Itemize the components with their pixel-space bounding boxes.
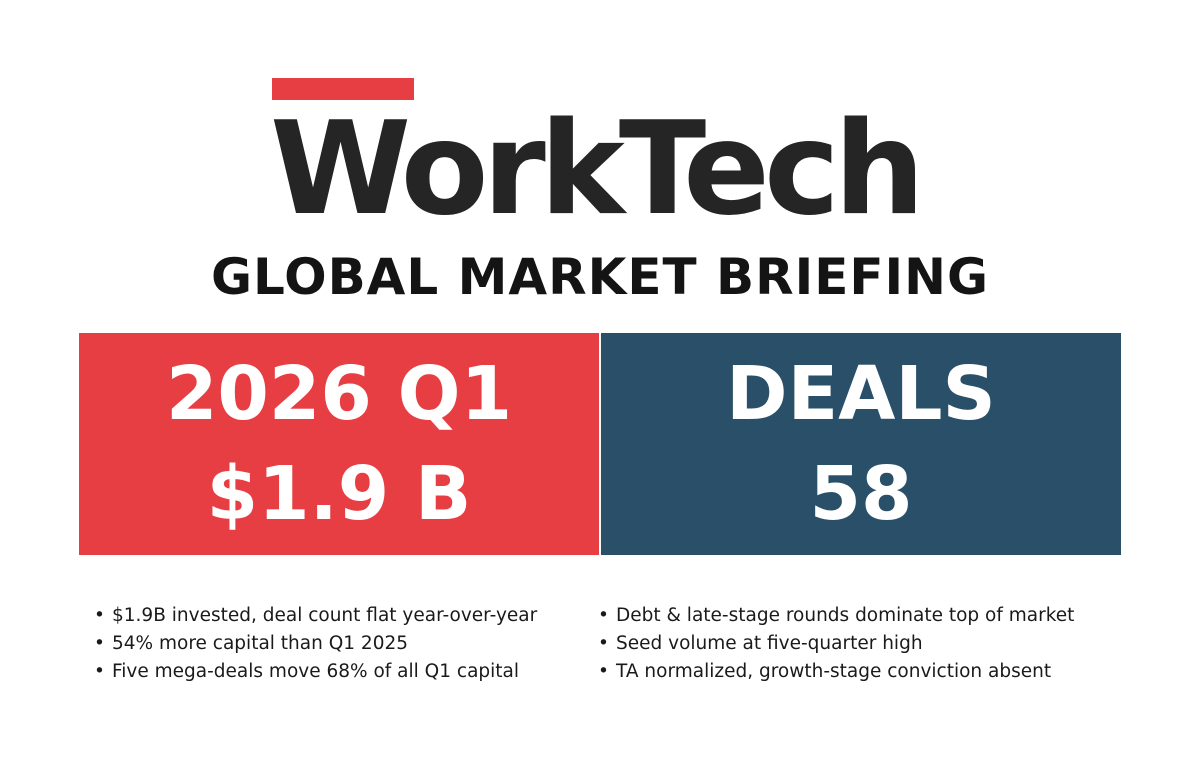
list-item-text: Debt & late-stage rounds dominate top of…	[616, 605, 1075, 626]
list-item: • $1.9B invested, deal count flat year-ov…	[90, 602, 590, 630]
bullet-icon: •	[94, 633, 105, 654]
list-item: • Five mega-deals move 68% of all Q1 capi…	[90, 658, 590, 686]
list-item-text: Five mega-deals move 68% of all Q1 capit…	[112, 661, 520, 682]
deals-count: 58	[809, 451, 913, 537]
bullet-icon: •	[598, 661, 609, 682]
page-subtitle: GLOBAL MARKET BRIEFING	[210, 248, 990, 306]
list-item-text: Seed volume at five-quarter high	[616, 633, 923, 654]
bullet-icon: •	[598, 633, 609, 654]
list-item: • 54% more capital than Q1 2025	[90, 630, 590, 658]
bullet-icon: •	[598, 605, 609, 626]
bullet-icon: •	[94, 661, 105, 682]
brand-logo-text: WorkTech	[270, 95, 925, 244]
period-amount-panel: 2026 Q1 $1.9 B	[79, 333, 599, 555]
list-item: • TA normalized, growth-stage conviction …	[594, 658, 1154, 686]
list-item: • Debt & late-stage rounds dominate top o…	[594, 602, 1154, 630]
list-item: • Seed volume at five-quarter high	[594, 630, 1154, 658]
amount-value: $1.9 B	[206, 451, 472, 537]
list-item-text: TA normalized, growth-stage conviction a…	[616, 661, 1052, 682]
list-item-text: 54% more capital than Q1 2025	[112, 633, 409, 654]
list-item-text: $1.9B invested, deal count flat year-ove…	[112, 605, 538, 626]
period-label: 2026 Q1	[165, 351, 513, 437]
brand-accent-bar	[272, 78, 414, 100]
bullet-icon: •	[94, 605, 105, 626]
highlights-list-right: • Debt & late-stage rounds dominate top o…	[594, 602, 1154, 686]
highlights-list-left: • $1.9B invested, deal count flat year-ov…	[90, 602, 590, 686]
deals-panel: DEALS 58	[601, 333, 1121, 555]
deals-label: DEALS	[726, 351, 996, 437]
